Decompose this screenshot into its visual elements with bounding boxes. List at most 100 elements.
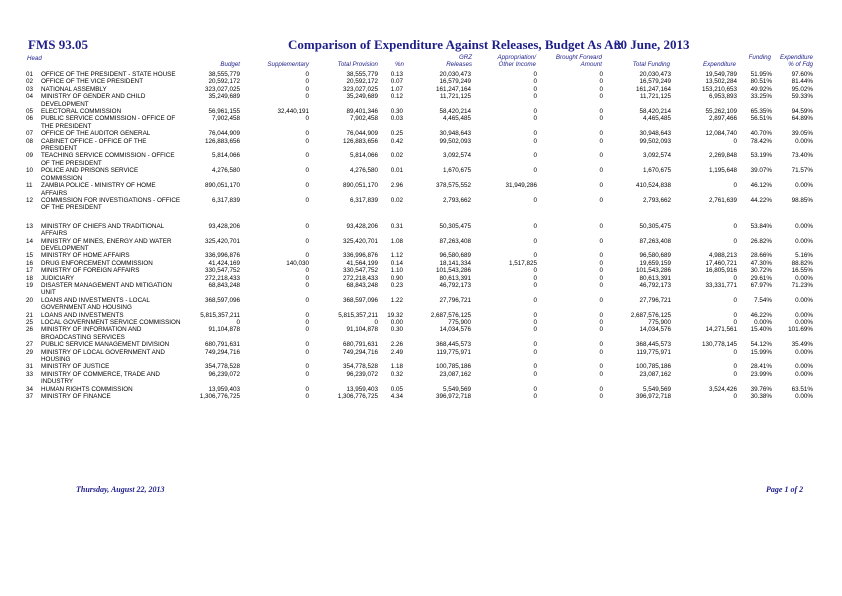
table-row: 10 POLICE AND PRISONS SERVICE COMMISSION 4… [26,167,813,182]
cell-supp: 0 [305,130,309,138]
cell-funding: 775,900 [648,319,671,326]
cell-epct: 71.57% [791,167,813,175]
cell-exp: 6,953,893 [708,93,737,101]
cell-name: LOCAL GOVERNMENT SERVICE COMMISSION [41,319,181,326]
table-row: 09 TEACHING SERVICE COMMISSION - OFFICE O… [26,152,813,167]
cell-approp: 0 [533,222,537,230]
cell-pct: 0.13 [390,71,403,78]
cell-supp: 0 [305,85,309,93]
cell-bf: 0 [599,281,603,289]
cell-pct: 0.12 [390,93,403,101]
cell-grz: 100,785,186 [435,363,471,371]
cell-bf: 0 [599,267,603,275]
cell-grz: 396,972,718 [435,393,471,401]
cell-approp: 0 [533,78,537,86]
cell-exp: 0 [733,222,737,230]
cell-epct: 0.00% [795,274,813,282]
cell-budget: 5,815,357,211 [200,311,240,319]
cell-exp: 0 [733,182,737,190]
cell-approp: 0 [533,319,537,326]
cell-code: 20 [26,296,34,304]
cell-supp: 0 [305,152,309,160]
cell-budget: 323,027,025 [204,85,240,93]
cell-total: 91,104,878 [346,326,378,334]
cell-name: MINISTRY OF CHIEFS AND TRADITIONAL AFFAI… [41,222,164,238]
cell-grz: 14,034,576 [439,326,471,334]
table-row: 21 LOANS AND INVESTMENTS 5,815,357,211 0 5,8… [26,312,813,319]
cell-pct: 0.32 [390,370,403,378]
cell-bf: 0 [599,274,603,282]
cell-total: 96,239,072 [346,370,378,378]
cell-bf: 0 [599,311,603,319]
cell-funding: 30,948,643 [639,130,671,138]
col-header-pct: %n [395,61,404,68]
table-row: 33 MINISTRY OF COMMERCE, TRADE AND INDUST… [26,371,813,386]
cell-pct: 0.25 [390,130,403,138]
table-row: 19 DISASTER MANAGEMENT AND MITIGATION UNI… [26,282,813,297]
cell-exp: 33,331,771 [705,281,737,289]
cell-epct: 95.02% [791,85,813,93]
cell-code: 37 [26,393,34,401]
cell-code: 33 [26,370,34,378]
cell-epct: 0.00% [795,393,813,401]
cell-pct: 0.07 [390,78,403,86]
cell-name: MINISTRY OF HOME AFFAIRS [41,252,130,260]
cell-budget: 368,597,096 [204,296,240,304]
cell-fpct: 39.07% [750,167,772,175]
cell-epct: 35.49% [791,341,813,349]
cell-code: 19 [26,281,34,289]
cell-name: PUBLIC SERVICE COMMISSION - OFFICE OF TH… [41,115,176,130]
cell-code: 29 [26,348,34,356]
cell-fpct: 47.30% [750,259,772,267]
cell-budget: 126,883,656 [204,137,240,145]
table-row: 02 OFFICE OF THE VICE PRESIDENT 20,592,172… [26,78,813,85]
cell-fpct: 53.19% [750,152,772,160]
cell-approp: 0 [533,167,537,175]
cell-approp: 0 [533,152,537,160]
cell-code: 05 [26,108,34,116]
table-row: 03 NATIONAL ASSEMBLY 323,027,025 0 323,027,0… [26,86,813,93]
cell-exp: 0 [733,363,737,371]
cell-epct: 0.00% [795,296,813,304]
cell-exp: 153,210,653 [701,85,737,93]
cell-epct: 88.82% [791,259,813,267]
cell-budget: 680,791,631 [204,341,240,349]
cell-budget: 76,044,909 [208,130,240,138]
cell-supp: 0 [305,252,309,260]
cell-funding: 46,792,173 [639,281,671,289]
cell-code: 10 [26,167,34,175]
cell-approp: 0 [533,252,537,260]
cell-supp: 0 [305,93,309,101]
cell-funding: 23,087,162 [639,370,671,378]
cell-funding: 50,305,475 [639,222,671,230]
cell-bf: 0 [599,152,603,160]
cell-funding: 396,972,718 [635,393,671,401]
cell-pct: 2.96 [390,182,403,190]
cell-approp: 0 [533,274,537,282]
cell-supp: 0 [305,341,309,349]
cell-epct: 101.69% [788,326,813,334]
cell-fpct: 15.40% [750,326,772,334]
cell-name: OFFICE OF THE PRESIDENT - STATE HOUSE [41,71,176,78]
table-row: 01 OFFICE OF THE PRESIDENT - STATE HOUSE 3… [26,71,813,78]
cell-epct: 0.00% [795,348,813,356]
cell-epct: 0.00% [795,222,813,230]
cell-grz: 99,502,093 [439,137,471,145]
cell-epct: 16.55% [791,267,813,275]
cell-bf: 0 [599,348,603,356]
cell-supp: 0 [305,222,309,230]
cell-grz: 775,900 [448,319,471,326]
cell-exp: 130,778,145 [701,341,737,349]
cell-bf: 0 [599,319,603,326]
cell-budget: 13,959,403 [208,385,240,393]
cell-funding: 2,793,662 [642,196,671,204]
cell-code: 09 [26,152,34,160]
cell-grz: 161,247,164 [435,85,471,93]
cell-name: DISASTER MANAGEMENT AND MITIGATION UNIT [41,281,172,297]
cell-approp: 0 [533,393,537,401]
cell-code: 11 [26,182,33,190]
cell-approp: 0 [533,296,537,304]
cell-grz: 50,305,475 [439,222,471,230]
cell-code: 18 [26,274,34,282]
table-row: 06 PUBLIC SERVICE COMMISSION - OFFICE OF … [26,115,813,130]
